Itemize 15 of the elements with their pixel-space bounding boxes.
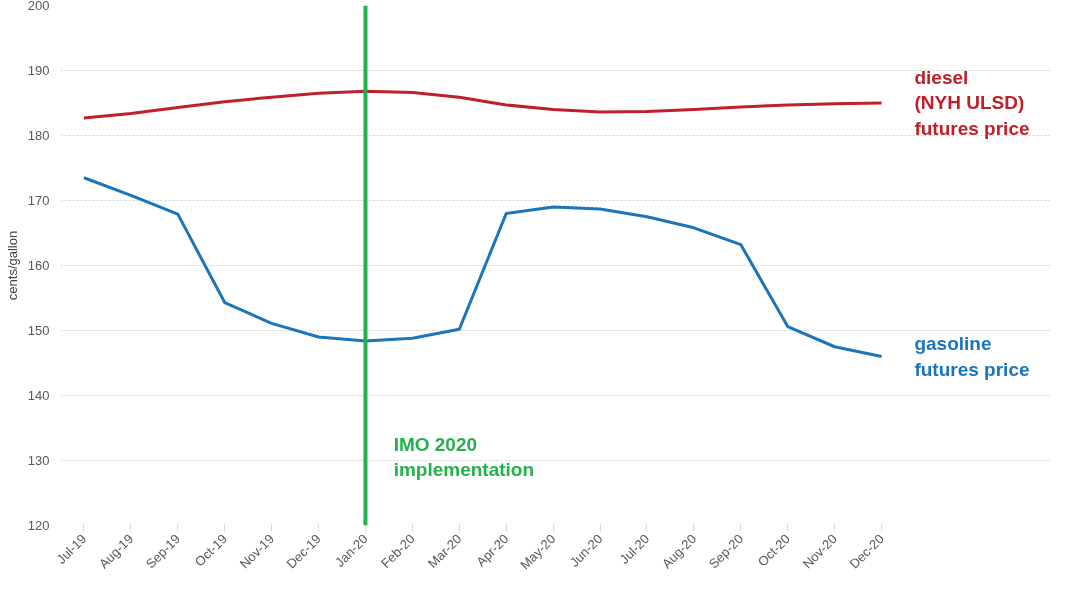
y-tick-label: 120	[27, 518, 50, 533]
series-label: gasoline futures price	[914, 333, 1030, 380]
line-series	[82, 176, 884, 358]
y-tick-label: 190	[27, 63, 50, 78]
series-label: diesel (NYH ULSD) futures price	[914, 67, 1030, 139]
y-tick-label: 140	[27, 388, 50, 403]
y-tick-label: 170	[27, 193, 50, 208]
y-axis-title: cents/gallon	[4, 230, 20, 301]
y-tick-label: 180	[27, 128, 50, 143]
y-tick-label: 130	[27, 453, 50, 468]
line-series	[82, 89, 884, 120]
y-tick-label: 160	[27, 258, 50, 273]
y-tick-label: 150	[27, 323, 50, 338]
ref-line-label: IMO 2020 implementation	[393, 433, 535, 480]
y-tick-label: 200	[27, 0, 50, 13]
